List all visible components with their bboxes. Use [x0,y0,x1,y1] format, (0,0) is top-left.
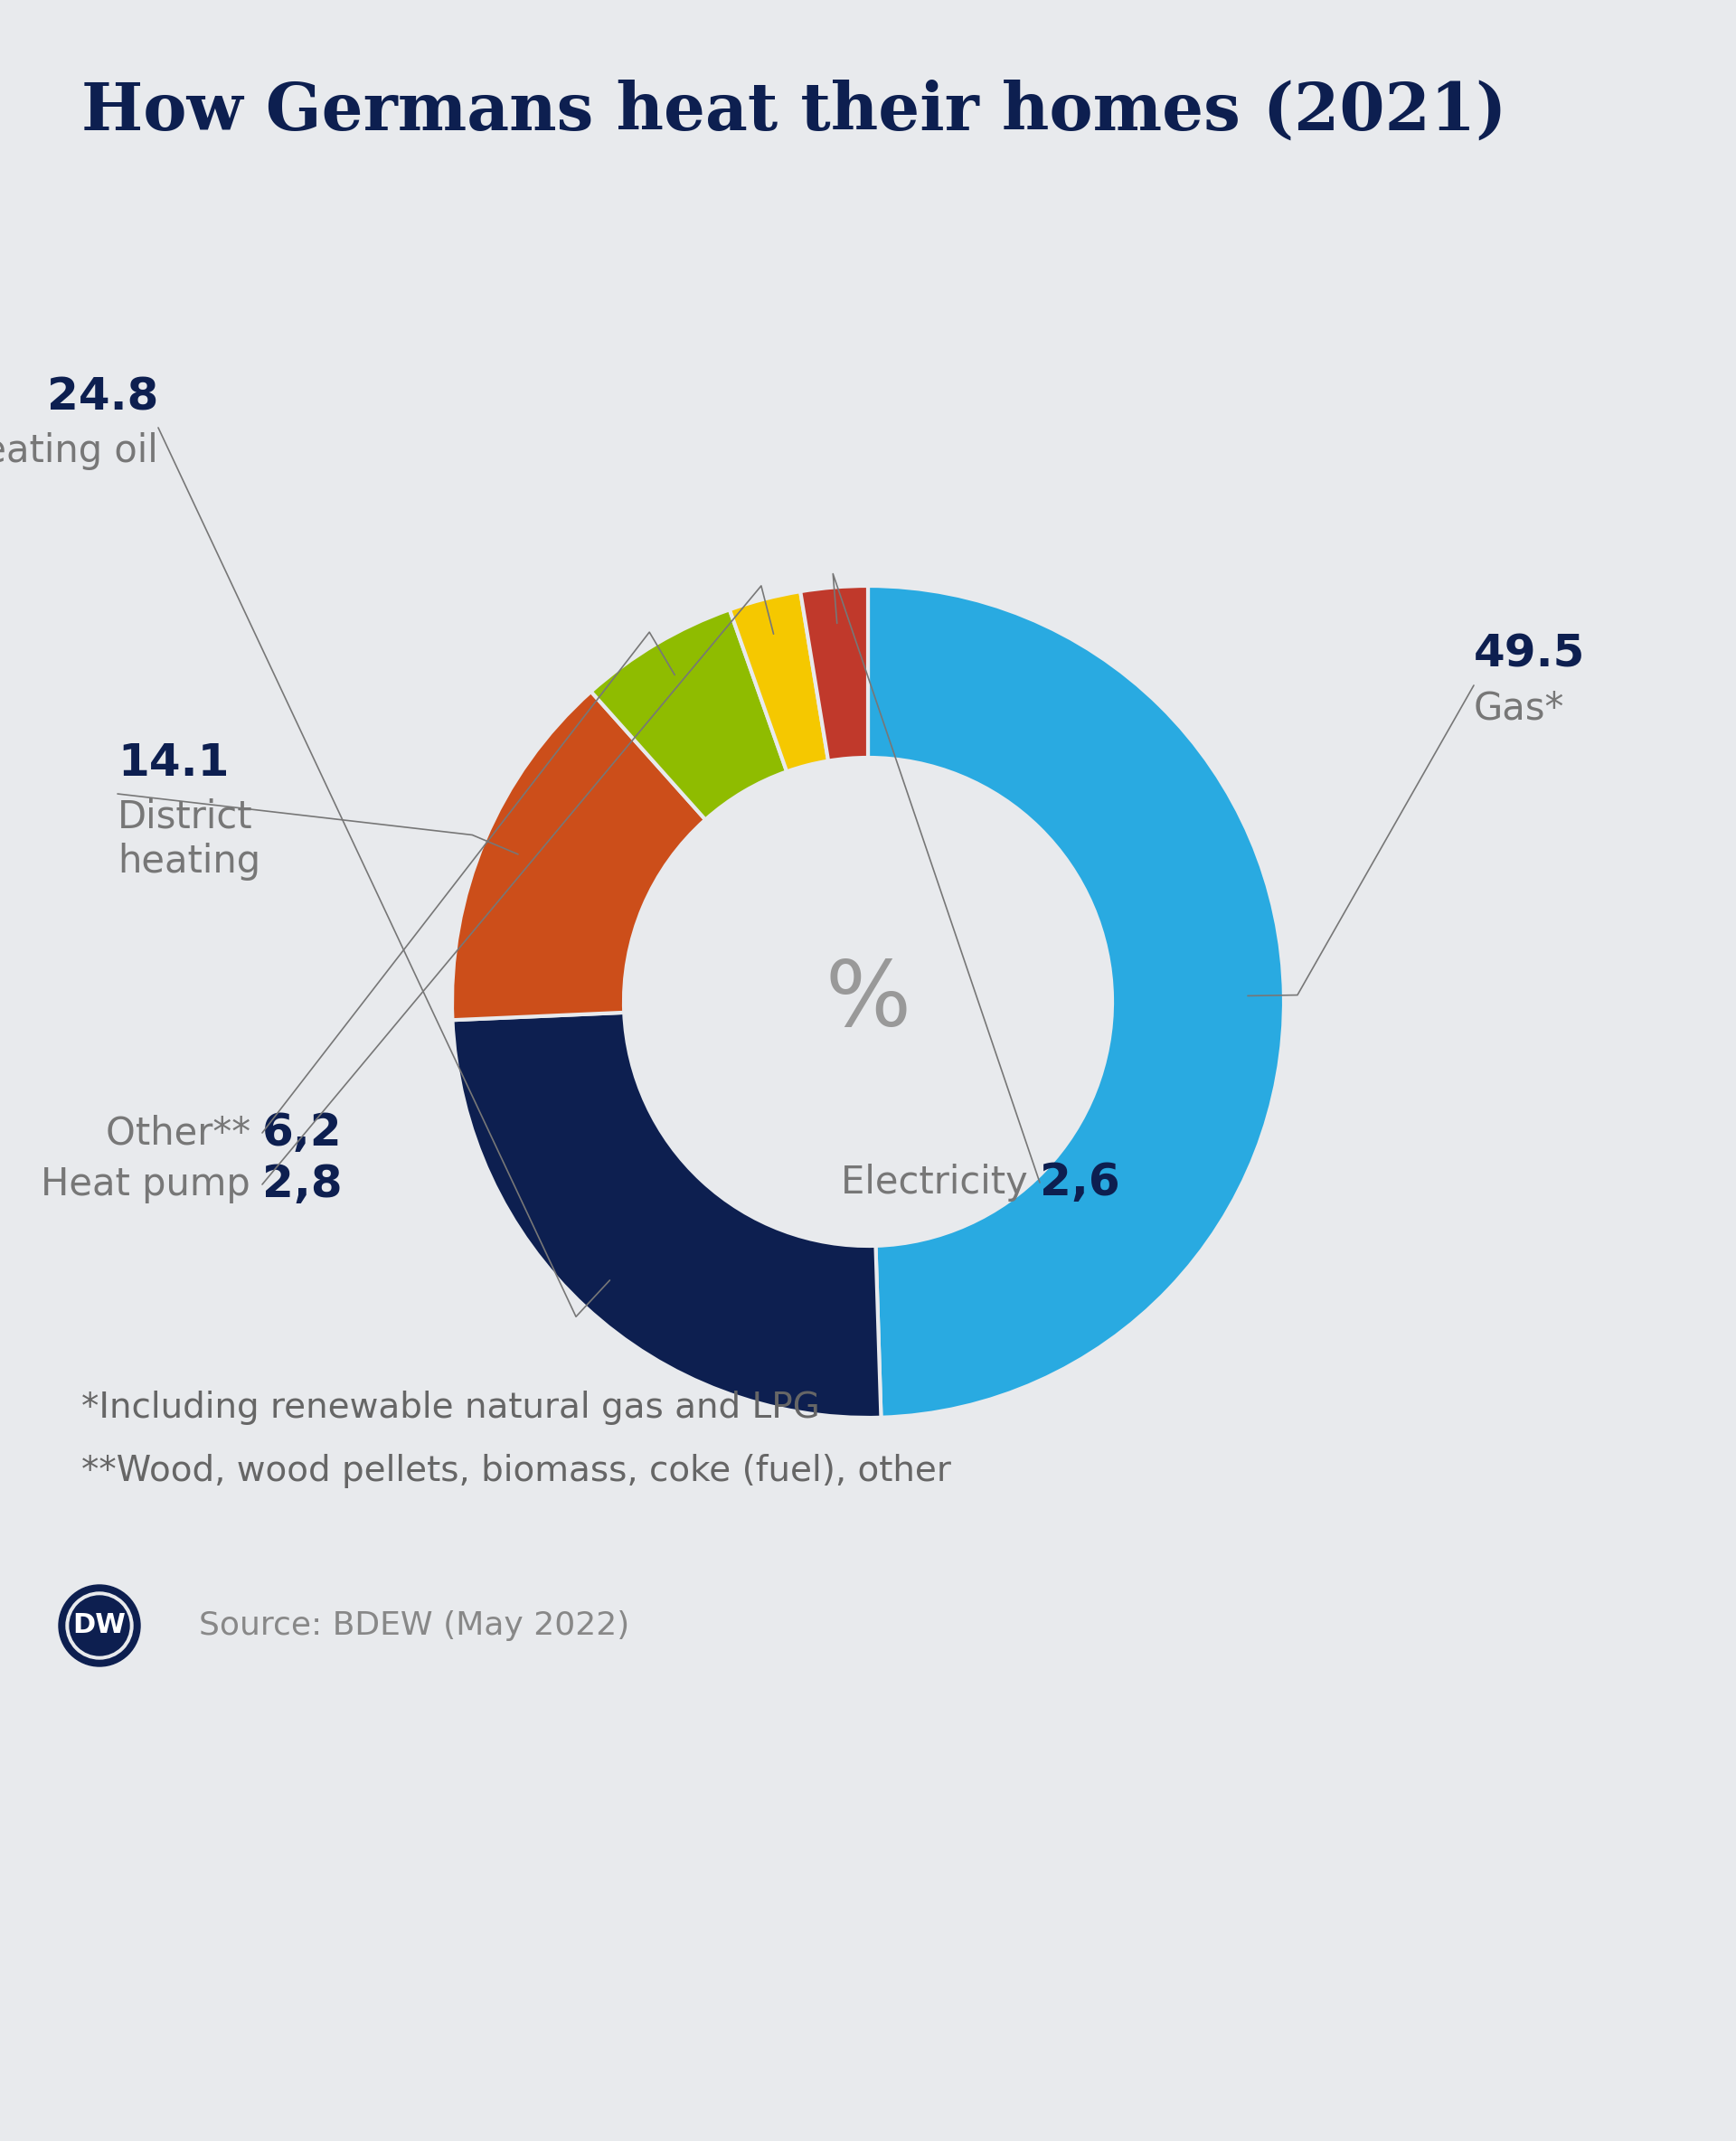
Text: Source: BDEW (May 2022): Source: BDEW (May 2022) [200,1610,630,1640]
Wedge shape [800,587,868,760]
Text: DW: DW [73,1612,127,1638]
Text: 2,6: 2,6 [1040,1160,1120,1203]
Text: 49.5: 49.5 [1474,634,1585,677]
Text: District
heating: District heating [118,799,260,880]
Text: Heating oil: Heating oil [0,432,158,471]
Wedge shape [729,591,828,771]
Circle shape [59,1584,141,1666]
Text: 2,8: 2,8 [262,1163,342,1205]
Text: %: % [825,957,911,1045]
Wedge shape [590,610,786,820]
Text: Other**: Other** [106,1113,262,1152]
Text: **Wood, wood pellets, biomass, coke (fuel), other: **Wood, wood pellets, biomass, coke (fue… [82,1454,951,1488]
Wedge shape [451,692,705,1019]
Text: Gas*: Gas* [1474,689,1564,728]
Text: 24.8: 24.8 [47,375,158,420]
Circle shape [66,1593,134,1659]
Text: Electricity: Electricity [840,1163,1040,1201]
Text: 6,2: 6,2 [262,1111,342,1154]
Circle shape [69,1595,128,1655]
Text: *Including renewable natural gas and LPG: *Including renewable natural gas and LPG [82,1390,819,1426]
Text: Heat pump: Heat pump [40,1165,262,1203]
Text: 14.1: 14.1 [118,741,229,786]
Text: How Germans heat their homes (2021): How Germans heat their homes (2021) [82,79,1507,143]
Wedge shape [868,587,1285,1417]
Wedge shape [453,1013,882,1417]
